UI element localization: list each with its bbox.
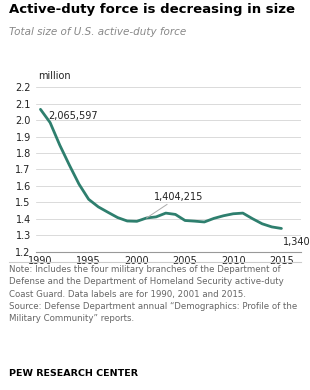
Text: Active-duty force is decreasing in size: Active-duty force is decreasing in size [9,3,295,16]
Text: Total size of U.S. active-duty force: Total size of U.S. active-duty force [9,27,187,37]
Text: million: million [38,71,71,81]
Text: 1,404,215: 1,404,215 [147,191,204,218]
Text: 2,065,597: 2,065,597 [48,111,98,121]
Text: PEW RESEARCH CENTER: PEW RESEARCH CENTER [9,369,138,378]
Text: Note: Includes the four military branches of the Department of
Defense and the D: Note: Includes the four military branche… [9,265,298,323]
Text: 1,340,533: 1,340,533 [283,238,310,248]
